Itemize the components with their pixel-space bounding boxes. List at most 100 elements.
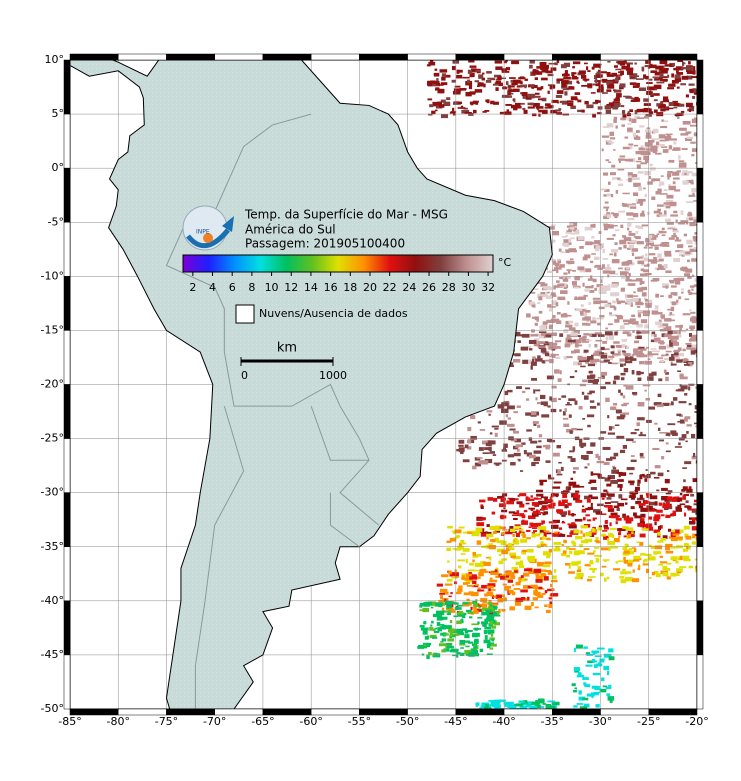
sst-patch — [641, 254, 644, 260]
sst-patch — [612, 300, 620, 304]
sst-patch — [426, 81, 433, 86]
sst-patch — [513, 430, 520, 434]
sst-patch — [461, 542, 467, 545]
sst-patch — [526, 537, 531, 540]
sst-patch — [663, 189, 668, 192]
sst-patch — [626, 438, 634, 442]
sst-patch — [629, 320, 633, 323]
sst-patch — [603, 215, 610, 220]
sst-patch — [655, 293, 659, 298]
sst-patch — [475, 702, 480, 706]
sst-patch — [690, 285, 695, 288]
sst-patch — [574, 92, 581, 95]
sst-patch — [620, 414, 626, 418]
sst-patch — [639, 456, 645, 459]
sst-patch — [674, 74, 681, 79]
sst-patch — [613, 568, 620, 571]
sst-patch — [515, 597, 524, 602]
sst-patch — [425, 627, 428, 630]
sst-patch — [644, 272, 652, 276]
sst-patch — [547, 700, 555, 703]
sst-patch — [484, 593, 488, 597]
sst-patch — [467, 69, 473, 74]
sst-patch — [685, 94, 689, 98]
sst-patch — [431, 620, 434, 624]
sst-patch — [557, 296, 566, 300]
sst-patch — [568, 525, 577, 529]
sst-patch — [463, 640, 471, 643]
sst-patch — [686, 488, 693, 494]
sst-patch — [672, 533, 680, 536]
sst-patch — [655, 190, 662, 195]
sst-patch — [526, 529, 531, 532]
sst-patch — [544, 64, 550, 69]
sst-patch — [511, 544, 514, 546]
sst-patch — [637, 171, 644, 174]
sst-patch — [676, 170, 681, 173]
sst-patch — [582, 317, 590, 321]
frame-band — [214, 53, 264, 61]
sst-patch — [646, 523, 653, 528]
sst-patch — [641, 528, 649, 531]
sst-patch — [503, 60, 507, 64]
sst-patch — [653, 570, 659, 575]
sst-patch — [515, 334, 523, 337]
sst-patch — [491, 425, 499, 428]
sst-patch — [570, 237, 575, 240]
sst-patch — [429, 104, 434, 108]
sst-patch — [594, 265, 597, 268]
sst-patch — [526, 313, 531, 318]
sst-patch — [613, 116, 618, 120]
sst-patch — [646, 240, 654, 243]
sst-patch — [667, 423, 676, 426]
sst-patch — [561, 83, 567, 88]
sst-patch — [565, 80, 573, 85]
sst-patch — [553, 541, 562, 545]
sst-patch — [646, 346, 649, 349]
sst-patch — [554, 531, 558, 534]
sst-patch — [529, 60, 535, 64]
sst-patch — [436, 618, 443, 621]
sst-patch — [682, 467, 688, 469]
sst-patch — [514, 703, 520, 707]
sst-patch — [547, 270, 553, 274]
sst-patch — [489, 525, 497, 531]
sst-patch — [544, 107, 552, 109]
sst-patch — [467, 439, 472, 444]
sst-patch — [662, 503, 670, 509]
sst-patch — [662, 99, 670, 103]
border — [165, 113, 379, 526]
sst-patch — [537, 293, 541, 298]
frame-band — [63, 276, 71, 331]
sst-patch — [546, 537, 551, 541]
sst-patch — [584, 564, 591, 567]
sst-patch — [488, 543, 493, 545]
sst-patch — [529, 498, 535, 501]
sst-patch — [556, 280, 560, 283]
sst-patch — [623, 95, 631, 98]
sst-patch — [623, 402, 629, 405]
sst-patch — [685, 342, 692, 345]
sst-patch — [622, 203, 628, 207]
sst-patch — [458, 444, 464, 447]
sst-patch — [449, 602, 457, 604]
sst-patch — [480, 563, 484, 568]
sst-patch — [644, 360, 652, 365]
sst-patch — [539, 569, 547, 572]
sst-patch — [551, 701, 560, 706]
sst-patch — [641, 263, 645, 266]
sst-patch — [436, 622, 441, 626]
sst-patch — [542, 109, 548, 115]
sst-patch — [611, 469, 619, 474]
sst-patch — [439, 624, 445, 626]
sst-patch — [531, 527, 538, 529]
sst-patch — [538, 500, 543, 505]
sst-patch — [448, 595, 452, 598]
sst-patch — [662, 535, 668, 539]
sst-patch — [566, 260, 574, 264]
sst-patch — [512, 528, 519, 531]
sst-patch — [556, 78, 564, 82]
sst-patch — [553, 481, 562, 484]
sst-patch — [441, 624, 447, 629]
sst-patch — [680, 83, 687, 86]
